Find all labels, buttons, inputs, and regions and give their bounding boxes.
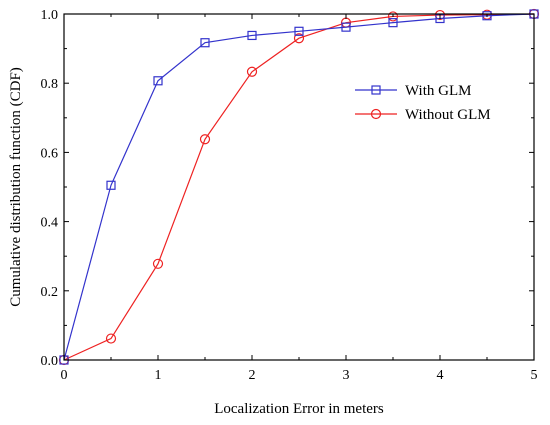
x-tick-label: 2 bbox=[249, 368, 256, 383]
data-point-with-glm bbox=[294, 26, 304, 36]
x-tick-label: 0 bbox=[61, 368, 68, 383]
y-tick-label: 1.0 bbox=[41, 8, 59, 23]
y-tick-label: 0.2 bbox=[41, 285, 59, 300]
data-point-without-glm bbox=[293, 33, 305, 44]
data-point-with-glm bbox=[200, 38, 210, 48]
x-tick-label: 4 bbox=[437, 368, 444, 383]
y-axis-label: Cumulative distribution function (CDF) bbox=[8, 67, 24, 307]
plot-layer bbox=[58, 8, 540, 366]
legend-item-without-glm: Without GLM bbox=[355, 107, 491, 123]
legend-label: Without GLM bbox=[405, 107, 491, 123]
data-point-with-glm bbox=[482, 11, 492, 21]
legend-marker bbox=[370, 108, 382, 120]
data-point-without-glm bbox=[105, 333, 117, 344]
data-point-without-glm bbox=[152, 258, 164, 269]
y-tick-label: 0.4 bbox=[41, 216, 59, 231]
data-point-with-glm bbox=[341, 22, 351, 32]
x-tick-label: 1 bbox=[155, 368, 162, 383]
y-tick-label: 0.6 bbox=[41, 146, 59, 161]
y-tick-label: 0.0 bbox=[41, 354, 59, 369]
legend: With GLM Without GLM bbox=[355, 83, 491, 123]
data-point-without-glm bbox=[246, 66, 258, 77]
data-point-with-glm bbox=[153, 76, 163, 86]
data-point-with-glm bbox=[106, 180, 116, 190]
data-point-without-glm bbox=[199, 134, 211, 145]
legend-label: With GLM bbox=[405, 83, 471, 99]
y-tick-label: 0.8 bbox=[41, 77, 59, 92]
data-point-without-glm bbox=[387, 11, 399, 22]
series-with-glm bbox=[59, 9, 539, 365]
series-line-without-glm bbox=[63, 13, 535, 361]
x-tick-label: 3 bbox=[343, 368, 350, 383]
plot-frame bbox=[63, 13, 535, 361]
x-tick-label: 5 bbox=[531, 368, 538, 383]
ticks-layer: 0 1 2 3 4 5 0.0 0.2 0.4 0.6 0.8 1.0 bbox=[41, 8, 538, 383]
legend-item-with-glm: With GLM bbox=[355, 83, 471, 99]
data-point-with-glm bbox=[247, 30, 257, 41]
data-point-with-glm bbox=[388, 18, 398, 28]
series-line-with-glm bbox=[63, 13, 535, 361]
legend-marker bbox=[371, 85, 381, 95]
x-axis-label: Localization Error in meters bbox=[214, 401, 384, 417]
series-without-glm bbox=[58, 8, 540, 366]
